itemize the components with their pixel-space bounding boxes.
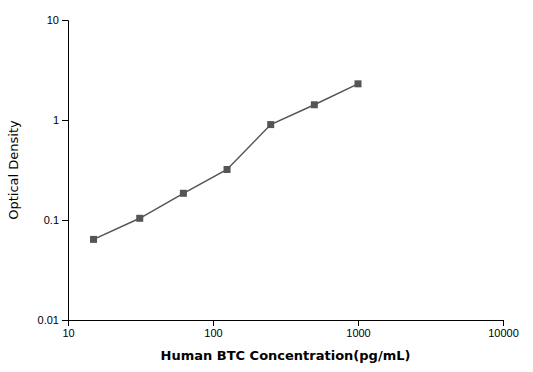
marker [355, 80, 362, 87]
tick-label: 0.1 [44, 214, 59, 226]
tick: 10000 [488, 320, 519, 339]
x-axis: 10 100 1000 10000 [62, 320, 518, 339]
tick-label: 0.01 [38, 314, 59, 326]
marker [311, 101, 318, 108]
tick-mark [62, 20, 68, 21]
tick-label: 10 [62, 327, 74, 339]
tick-label: 10000 [488, 327, 519, 339]
tick-label: 1 [53, 114, 59, 126]
tick-mark [62, 220, 68, 221]
tick-mark [213, 320, 214, 326]
y-axis-title: Optical Density [6, 120, 21, 220]
tick-mark [503, 320, 504, 326]
tick: 10 [47, 14, 68, 26]
line [94, 84, 358, 240]
marker [267, 121, 274, 128]
tick-label: 100 [204, 327, 222, 339]
marker [224, 166, 231, 173]
marker [180, 190, 187, 197]
marker [136, 215, 143, 222]
tick-mark [358, 320, 359, 326]
tick: 0.1 [44, 214, 68, 226]
tick: 0.01 [38, 314, 68, 326]
plot-area: 10 100 1000 10000 0.01 0.1 1 10 [38, 14, 519, 339]
tick-label: 10 [47, 14, 59, 26]
series [90, 80, 361, 243]
marker [90, 236, 97, 243]
tick: 1 [53, 114, 68, 126]
y-axis: 0.01 0.1 1 10 [38, 14, 69, 326]
tick: 10 [62, 320, 74, 339]
tick-label: 1000 [346, 327, 370, 339]
tick-mark [62, 320, 68, 321]
tick-mark [62, 120, 68, 121]
tick: 1000 [346, 320, 370, 339]
axis-line [69, 321, 504, 327]
tick: 100 [204, 320, 222, 339]
x-axis-title: Human BTC Concentration(pg/mL) [161, 348, 411, 363]
axis-line [62, 21, 69, 321]
chart: 10 100 1000 10000 0.01 0.1 1 10 Human BTC Concen… [0, 0, 533, 372]
